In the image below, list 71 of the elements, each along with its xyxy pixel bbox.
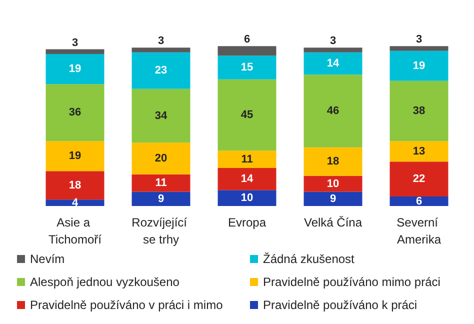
bar — [132, 88, 190, 143]
bar — [132, 48, 190, 52]
bar — [304, 176, 362, 192]
bar — [390, 46, 448, 51]
x-tick-label: Asie a Tichomoří — [48, 216, 102, 246]
data-label: 9 — [330, 192, 336, 205]
data-label: 18 — [326, 156, 340, 168]
bar — [218, 79, 276, 151]
bar — [132, 52, 190, 89]
data-label: 10 — [326, 178, 340, 190]
data-label: 34 — [154, 110, 168, 122]
bar — [304, 48, 362, 52]
data-label: 9 — [158, 192, 164, 205]
data-label: 45 — [240, 108, 254, 121]
bar — [304, 52, 362, 75]
legend-label: Nevím — [30, 252, 65, 266]
x-tick-label: Evropa — [228, 216, 266, 230]
bar — [218, 56, 276, 80]
bar — [390, 80, 448, 142]
legend-label: Pravidelně používáno v práci i mimo — [30, 298, 224, 312]
data-label: 18 — [68, 179, 82, 192]
bar — [390, 196, 448, 206]
bar — [46, 49, 104, 54]
bar — [132, 192, 190, 206]
bar — [390, 50, 448, 81]
data-label: 11 — [241, 153, 253, 166]
data-label: 20 — [154, 152, 168, 164]
data-label: 19 — [68, 150, 82, 162]
data-label: 46 — [326, 105, 340, 117]
data-label: 19 — [68, 63, 82, 76]
data-label: 22 — [412, 173, 426, 186]
bar — [218, 168, 276, 190]
data-label: 38 — [412, 105, 426, 117]
bar — [132, 174, 190, 192]
data-label: 3 — [72, 36, 78, 49]
data-label: 3 — [158, 35, 164, 48]
x-tick-label: Velká Čína — [304, 216, 362, 230]
bar — [132, 142, 190, 174]
bar — [46, 200, 104, 206]
legend-label: Žádná zkušenost — [263, 252, 356, 266]
data-label: 36 — [68, 106, 82, 119]
data-label: 4 — [72, 196, 79, 209]
legend-label: Pravidelně používáno k práci — [263, 298, 418, 312]
data-label: 19 — [412, 60, 426, 72]
bar — [46, 54, 104, 84]
bar — [218, 190, 276, 206]
data-label: 3 — [416, 34, 422, 46]
data-label: 15 — [240, 61, 254, 74]
bar — [46, 84, 104, 142]
data-label: 3 — [330, 35, 336, 48]
x-tick-label: Severní Amerika — [396, 216, 442, 246]
data-label: 10 — [240, 192, 254, 204]
bar — [304, 147, 362, 176]
legend-label: Alespoň jednou vyzkoušeno — [30, 275, 180, 289]
bar — [304, 74, 362, 148]
bar — [304, 192, 362, 206]
bar — [390, 141, 448, 162]
x-tick-label: Rozvíjející se trhy — [132, 216, 190, 246]
legend-label: Pravidelně používáno mimo práci — [263, 275, 440, 289]
data-label: 14 — [240, 173, 254, 186]
data-label: 23 — [154, 64, 168, 77]
data-label: 13 — [412, 145, 426, 158]
data-label: 6 — [244, 34, 250, 46]
bar — [218, 150, 276, 168]
bar — [390, 162, 448, 196]
data-label: 14 — [326, 58, 340, 70]
data-label: 11 — [155, 177, 167, 190]
bar — [46, 171, 104, 200]
bar — [218, 46, 276, 56]
bar — [46, 141, 104, 172]
data-label: 6 — [416, 195, 422, 208]
